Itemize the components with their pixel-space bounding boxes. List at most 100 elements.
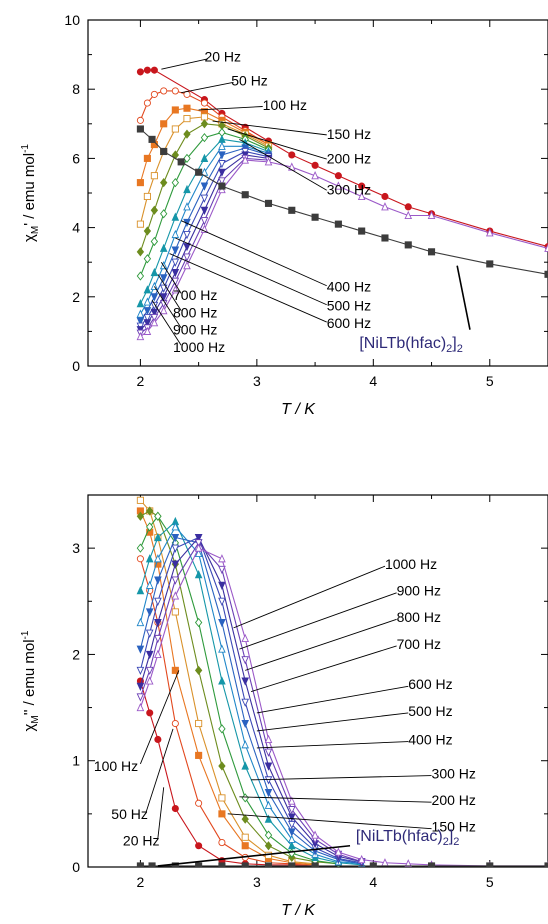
annotation-label: 150 Hz [432,819,476,835]
series-500-hz-point [150,281,159,290]
series-compound-point [264,199,273,207]
series-1000-hz-line [139,547,548,867]
series-400-hz-point [241,761,250,770]
series-900-hz-line [139,541,362,863]
series-500-hz-point [171,229,180,239]
y-tick-label: 0 [72,859,80,875]
series-700-hz-point [264,776,273,785]
series-500-hz-point [145,580,154,589]
x-tick-label: 5 [486,874,494,890]
series-900-hz-point [241,656,250,665]
annotation-leader [161,58,209,70]
series-800-hz-line [140,154,269,331]
series-20-hz-line [139,680,316,867]
series-compound-point [369,862,377,867]
compound-label: [NiLTb(hfac)2]2 [356,828,460,848]
series-900-hz-point [218,177,226,186]
series-600-hz-point [143,307,152,316]
annotation-label: 200 Hz [327,150,371,166]
series-800-hz-point [145,650,154,660]
series-20-hz-point [311,161,319,169]
annotation-leader [239,796,432,803]
annotation-label: 100 Hz [263,97,307,113]
series-800-hz-point [136,682,145,691]
series-1000-hz-point [311,171,319,180]
series-400-hz-point [218,134,226,143]
series-700-hz-point [218,597,226,606]
series-150-hz-point [218,794,226,802]
series-300-hz-point [194,617,203,628]
annotation-leader [198,106,263,111]
annotation-label: 200 Hz [432,792,476,808]
series-800-hz-line [139,536,362,863]
series-800-hz-point [171,560,180,569]
series-500-hz-line [139,525,362,865]
series-compound-point [544,270,548,278]
series-compound-point [177,158,185,166]
series-50-hz-point [218,839,226,847]
series-20-hz-point [381,192,389,201]
series-20-hz-point [136,68,144,76]
series-500-hz-point [154,554,162,563]
annotation-label: 20 Hz [123,832,160,848]
series-600-hz-point [171,533,180,543]
series-300-hz-point [200,133,209,143]
series-400-hz-point [136,299,145,308]
annotation-label: 800 Hz [397,609,441,625]
series-compound-point [148,862,156,867]
series-300-hz-point [264,830,273,840]
series-150-hz-line [139,116,269,225]
series-800-hz-point [200,206,209,215]
x-axis-label: T / K [281,401,316,418]
annotation-label: 900 Hz [173,322,217,338]
series-200-hz-point [200,119,209,129]
series-400-hz-point [145,554,154,563]
annotation-label: 1000 Hz [173,339,225,355]
series-compound-point [195,168,203,176]
annotation-label: 20 Hz [204,48,241,64]
series-200-hz-point [136,511,145,521]
annotation-leader [180,220,327,287]
y-tick-label: 0 [72,358,80,374]
series-100-hz-point [160,120,168,128]
series-50-hz-line [139,558,316,866]
series-700-hz-point [218,160,226,169]
series-1000-hz-point [544,243,548,252]
series-800-hz-point [264,762,273,771]
series-400-hz-point [154,532,162,542]
series-1000-hz-point [145,676,154,685]
series-500-hz-point [241,740,250,749]
series-1000-hz-point [171,285,180,294]
series-1000-hz-point [241,633,250,643]
series-600-hz-point [154,576,162,585]
series-500-hz-point [218,141,226,150]
series-20-hz-point [146,709,154,717]
series-300-hz-point [218,724,226,734]
series-300-hz-point [154,511,162,521]
annotation-label: 500 Hz [327,297,371,313]
annotation-leader [169,253,327,323]
series-400-hz-line [139,138,269,304]
compound-leader [157,844,351,867]
series-150-hz-point [241,833,249,841]
series-300-hz-point [136,271,145,281]
series-900-hz-point [264,748,273,757]
series-50-hz-point [136,555,144,563]
annotation-label: 400 Hz [327,278,371,294]
series-compound-point [136,862,144,867]
series-300-hz-point [143,254,152,264]
series-1000-hz-point [241,155,250,164]
series-compound-point [334,220,342,228]
x-tick-label: 4 [369,874,377,890]
series-900-hz-point [194,539,203,548]
series-300-hz-point [160,209,168,219]
series-700-hz-point [200,194,209,203]
series-100-hz-line [139,107,269,183]
series-150-hz-point [136,220,144,228]
series-compound-point [195,862,203,867]
series-600-hz-point [150,293,159,302]
series-500-hz-point [143,297,152,306]
annotation-leader [157,787,165,839]
series-200-hz-point [218,761,226,771]
series-900-hz-point [136,693,145,702]
